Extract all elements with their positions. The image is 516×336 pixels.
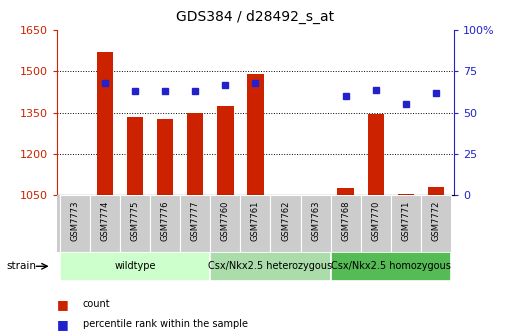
Text: GSM7762: GSM7762: [281, 200, 290, 241]
Bar: [180, 195, 211, 252]
Bar: [331, 252, 451, 281]
Bar: [337, 188, 354, 195]
Text: GSM7763: GSM7763: [311, 200, 320, 241]
Bar: [398, 194, 414, 195]
Bar: [150, 195, 180, 252]
Text: count: count: [83, 299, 110, 309]
Bar: [127, 117, 143, 195]
Bar: [60, 252, 211, 281]
Text: GSM7761: GSM7761: [251, 200, 260, 241]
Text: ■: ■: [57, 298, 69, 310]
Bar: [60, 195, 90, 252]
Text: Csx/Nkx2.5 heterozygous: Csx/Nkx2.5 heterozygous: [208, 261, 332, 271]
Bar: [90, 195, 120, 252]
Bar: [247, 74, 264, 195]
Text: GSM7771: GSM7771: [401, 200, 410, 241]
Text: GSM7775: GSM7775: [131, 200, 139, 241]
Bar: [391, 195, 421, 252]
Text: GSM7774: GSM7774: [101, 200, 109, 241]
Text: GSM7777: GSM7777: [191, 200, 200, 241]
Text: GSM7776: GSM7776: [160, 200, 170, 241]
Bar: [157, 119, 173, 195]
Text: GSM7773: GSM7773: [70, 200, 79, 241]
Bar: [421, 195, 451, 252]
Bar: [211, 195, 240, 252]
Text: GSM7760: GSM7760: [221, 200, 230, 241]
Bar: [361, 195, 391, 252]
Text: strain: strain: [6, 261, 36, 271]
Bar: [270, 195, 301, 252]
Bar: [120, 195, 150, 252]
Text: GSM7770: GSM7770: [372, 200, 380, 241]
Bar: [240, 195, 270, 252]
Text: GDS384 / d28492_s_at: GDS384 / d28492_s_at: [176, 10, 334, 24]
Bar: [96, 52, 113, 195]
Text: GSM7772: GSM7772: [431, 200, 441, 241]
Text: ■: ■: [57, 318, 69, 331]
Bar: [331, 195, 361, 252]
Bar: [428, 187, 444, 195]
Bar: [211, 252, 331, 281]
Text: percentile rank within the sample: percentile rank within the sample: [83, 319, 248, 329]
Text: GSM7768: GSM7768: [341, 200, 350, 241]
Bar: [187, 113, 203, 195]
Bar: [367, 114, 384, 195]
Bar: [217, 106, 234, 195]
Text: Csx/Nkx2.5 homozygous: Csx/Nkx2.5 homozygous: [331, 261, 451, 271]
Text: wildtype: wildtype: [114, 261, 156, 271]
Bar: [300, 195, 331, 252]
